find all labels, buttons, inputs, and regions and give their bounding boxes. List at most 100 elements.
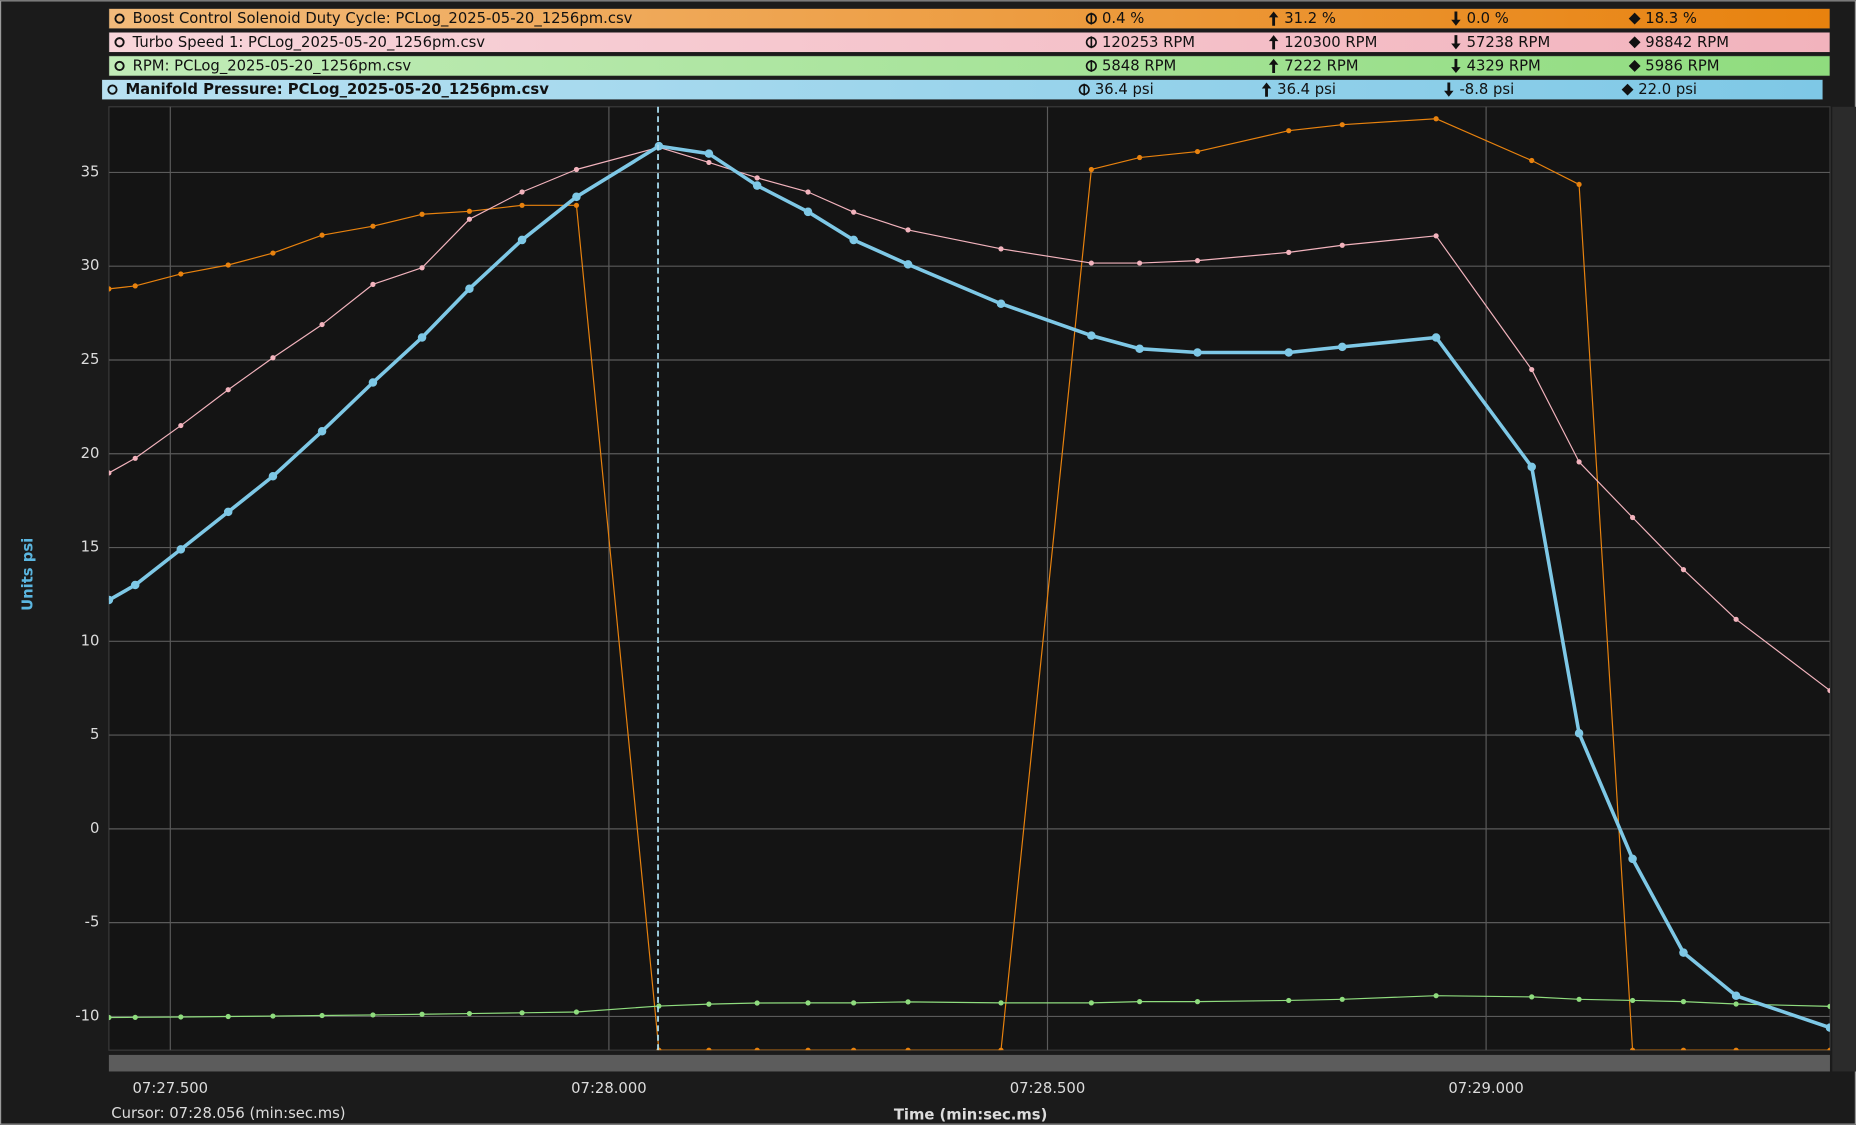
x-tick-label: 07:28.500	[1010, 1080, 1086, 1097]
data-point	[752, 181, 762, 190]
legend-entry: RPM: PCLog_2025-05-20_1256pm.csv	[133, 58, 412, 75]
legend-stat: 5986 RPM	[1645, 58, 1719, 75]
data-point	[225, 1013, 231, 1020]
data-point	[1529, 994, 1535, 1000]
data-point	[1431, 333, 1441, 342]
data-point	[270, 250, 276, 256]
legend-entry: Turbo Speed 1: PCLog_2025-05-20_1256pm.c…	[132, 34, 486, 51]
y-tick-label: 25	[81, 351, 100, 368]
data-point	[905, 999, 911, 1005]
data-point	[317, 426, 327, 436]
legend-stat: 0.0 %	[1467, 10, 1509, 27]
y-tick-label: -5	[85, 914, 100, 931]
legend-row-color[interactable]	[101, 79, 1824, 100]
data-point	[572, 192, 581, 202]
data-point	[998, 246, 1004, 252]
data-point	[1284, 348, 1293, 357]
data-point	[1680, 1047, 1687, 1051]
data-point	[1680, 999, 1687, 1005]
data-point	[1339, 996, 1345, 1002]
y-axis-label: Units psi	[19, 538, 36, 611]
data-point	[905, 1047, 911, 1051]
data-point	[573, 166, 580, 173]
data-point	[1527, 462, 1536, 472]
data-point	[1827, 1003, 1830, 1010]
scrollbar[interactable]	[108, 1054, 1830, 1072]
data-point	[573, 202, 580, 208]
data-point	[1286, 249, 1292, 255]
data-point	[419, 211, 425, 217]
data-point	[1286, 128, 1292, 134]
data-point	[849, 235, 858, 245]
legend-stat: 0.4 %	[1102, 10, 1144, 27]
y-tick-label: 10	[81, 632, 100, 649]
data-point	[1337, 342, 1347, 352]
data-point	[417, 333, 427, 342]
data-point	[1194, 148, 1201, 155]
visibility-icon	[114, 60, 125, 72]
data-point	[1433, 993, 1439, 999]
data-point	[270, 1013, 276, 1019]
visibility-icon	[107, 84, 118, 95]
data-point	[905, 227, 911, 233]
data-point	[466, 1010, 473, 1017]
data-point	[223, 507, 233, 517]
data-point	[132, 455, 138, 461]
data-point	[996, 299, 1006, 308]
x-tick-label: 07:28.000	[571, 1080, 647, 1097]
legend-stat: 98842 RPM	[1645, 34, 1729, 51]
legend-stat: -8.8 psi	[1459, 81, 1514, 98]
legend-row-color[interactable]	[108, 55, 1831, 77]
data-point	[1087, 331, 1096, 340]
legend-row-color[interactable]	[108, 8, 1831, 29]
data-point	[466, 216, 473, 222]
data-point	[1574, 728, 1584, 738]
data-point	[178, 1014, 184, 1020]
max-icon	[1268, 11, 1279, 26]
avg-icon	[1628, 36, 1641, 49]
y-tick-label: 35	[81, 163, 100, 180]
series-line	[108, 144, 1830, 1030]
avg-icon	[1621, 83, 1634, 96]
data-point	[998, 1000, 1004, 1006]
data-point	[803, 207, 813, 217]
legend-entry: Boost Control Solenoid Duty Cycle: PCLog…	[133, 10, 633, 27]
data-point	[1825, 1023, 1830, 1032]
avg-icon	[1628, 60, 1641, 72]
data-point	[1733, 616, 1739, 622]
data-point	[108, 286, 112, 292]
data-point	[1194, 999, 1201, 1005]
data-point	[1529, 366, 1535, 373]
data-point	[270, 355, 276, 361]
legend-stat: 36.4 psi	[1277, 81, 1336, 98]
data-point	[1733, 1047, 1739, 1051]
data-point	[805, 1000, 811, 1006]
data-point	[1433, 116, 1439, 122]
legend-stat: 120253 RPM	[1102, 34, 1195, 51]
max-icon	[1261, 82, 1272, 97]
data-point	[1088, 260, 1094, 266]
side-strip	[1832, 106, 1856, 1072]
data-point	[1433, 233, 1439, 239]
max-icon	[1268, 35, 1279, 50]
visibility-icon	[114, 13, 125, 24]
data-point	[805, 189, 811, 195]
data-point	[851, 209, 857, 215]
legend-stat: 22.0 psi	[1638, 81, 1697, 98]
y-tick-label: 0	[90, 820, 99, 837]
data-point	[178, 271, 184, 277]
data-point	[1137, 154, 1143, 161]
data-point	[368, 378, 378, 387]
legend-stat: 57238 RPM	[1467, 34, 1551, 51]
data-point	[370, 281, 376, 287]
data-point	[268, 472, 278, 481]
y-tick-label: -10	[75, 1007, 99, 1024]
data-point	[1286, 997, 1292, 1004]
data-point	[108, 595, 114, 605]
data-point	[176, 545, 186, 554]
legend-row-color[interactable]	[108, 31, 1831, 53]
x-tick-label: 07:29.000	[1448, 1080, 1524, 1097]
data-point	[1529, 157, 1535, 164]
data-point	[1576, 996, 1582, 1002]
